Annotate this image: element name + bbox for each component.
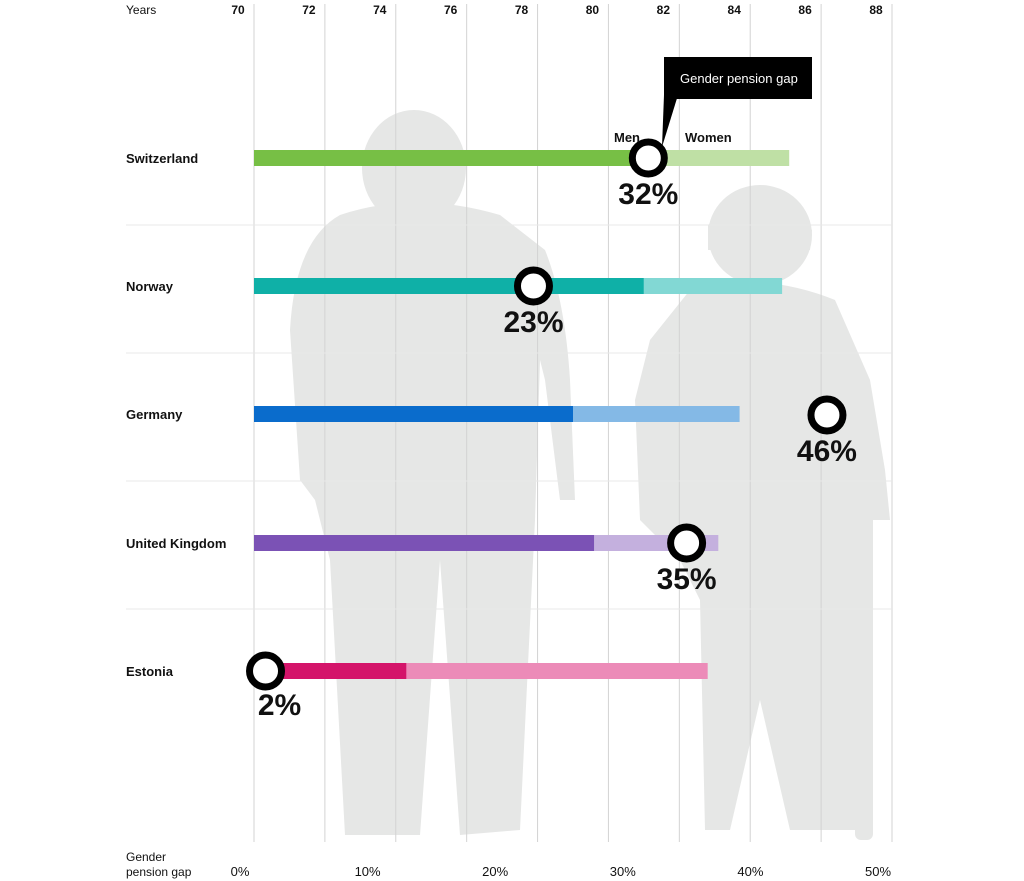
callout-title: Gender pension gap — [680, 71, 798, 86]
gender-pension-gap-callout: Gender pension gap Men Women — [614, 57, 812, 147]
gap-tick-label: 10% — [355, 864, 381, 879]
year-tick-label: 84 — [728, 3, 742, 17]
year-tick-label: 74 — [373, 3, 387, 17]
gap-axis: Gender pension gap 0% 10% 20% 30% 40% 50% — [126, 850, 891, 879]
country-row: Norway 23% — [126, 266, 783, 339]
country-row: United Kingdom 35% — [126, 523, 719, 596]
callout-pointer — [662, 95, 678, 147]
men-life-expectancy-bar — [254, 663, 407, 679]
men-life-expectancy-bar — [254, 406, 573, 422]
country-label: Switzerland — [126, 151, 198, 166]
year-tick-label: 82 — [657, 3, 671, 17]
pension-gap-value: 35% — [657, 563, 717, 596]
women-life-expectancy-bar — [643, 278, 783, 294]
country-row: Switzerland 32% — [126, 138, 790, 211]
gap-tick-label: 50% — [865, 864, 891, 879]
men-life-expectancy-bar — [254, 278, 644, 294]
men-life-expectancy-bar — [254, 535, 595, 551]
year-tick-label: 72 — [302, 3, 316, 17]
pension-gap-value: 46% — [797, 435, 857, 468]
women-series-label: Women — [685, 130, 732, 145]
years-axis-label: Years — [126, 3, 156, 17]
gap-axis-label-line2: pension gap — [126, 865, 192, 879]
gap-tick-label: 30% — [610, 864, 636, 879]
pension-gap-marker — [513, 266, 553, 306]
women-life-expectancy-bar — [406, 663, 708, 679]
years-axis: Years 70 72 74 76 78 80 82 84 86 88 — [126, 3, 883, 17]
pension-gap-marker — [246, 651, 286, 691]
year-tick-label: 70 — [231, 3, 245, 17]
year-tick-label: 78 — [515, 3, 529, 17]
year-tick-label: 76 — [444, 3, 458, 17]
vertical-gridlines — [253, 4, 893, 842]
country-label: Germany — [126, 407, 183, 422]
pension-gap-marker — [807, 395, 847, 435]
pension-gap-marker — [628, 138, 668, 178]
elderly-couple-silhouette-icon — [290, 110, 890, 840]
callout-box — [664, 57, 812, 99]
country-row: Germany 46% — [126, 395, 857, 468]
pension-gap-marker — [667, 523, 707, 563]
pension-gap-value: 23% — [503, 306, 563, 339]
country-label: United Kingdom — [126, 536, 226, 551]
year-tick-label: 86 — [798, 3, 812, 17]
men-life-expectancy-bar — [254, 150, 662, 166]
women-life-expectancy-bar — [573, 406, 740, 422]
country-label: Estonia — [126, 664, 174, 679]
men-series-label: Men — [614, 130, 640, 145]
country-label: Norway — [126, 279, 174, 294]
women-life-expectancy-bar — [661, 150, 790, 166]
pension-gap-value: 32% — [618, 178, 678, 211]
year-tick-label: 80 — [586, 3, 600, 17]
gap-tick-label: 0% — [231, 864, 250, 879]
country-row: Estonia 2% — [126, 651, 708, 722]
gap-tick-label: 40% — [737, 864, 763, 879]
pension-gap-value: 2% — [258, 689, 301, 722]
year-tick-label: 88 — [869, 3, 883, 17]
country-rows: Switzerland 32% Norway 23% Germany 46% United … — [126, 138, 857, 722]
gap-tick-label: 20% — [482, 864, 508, 879]
row-separators — [126, 224, 892, 610]
gap-axis-label-line1: Gender — [126, 850, 166, 864]
